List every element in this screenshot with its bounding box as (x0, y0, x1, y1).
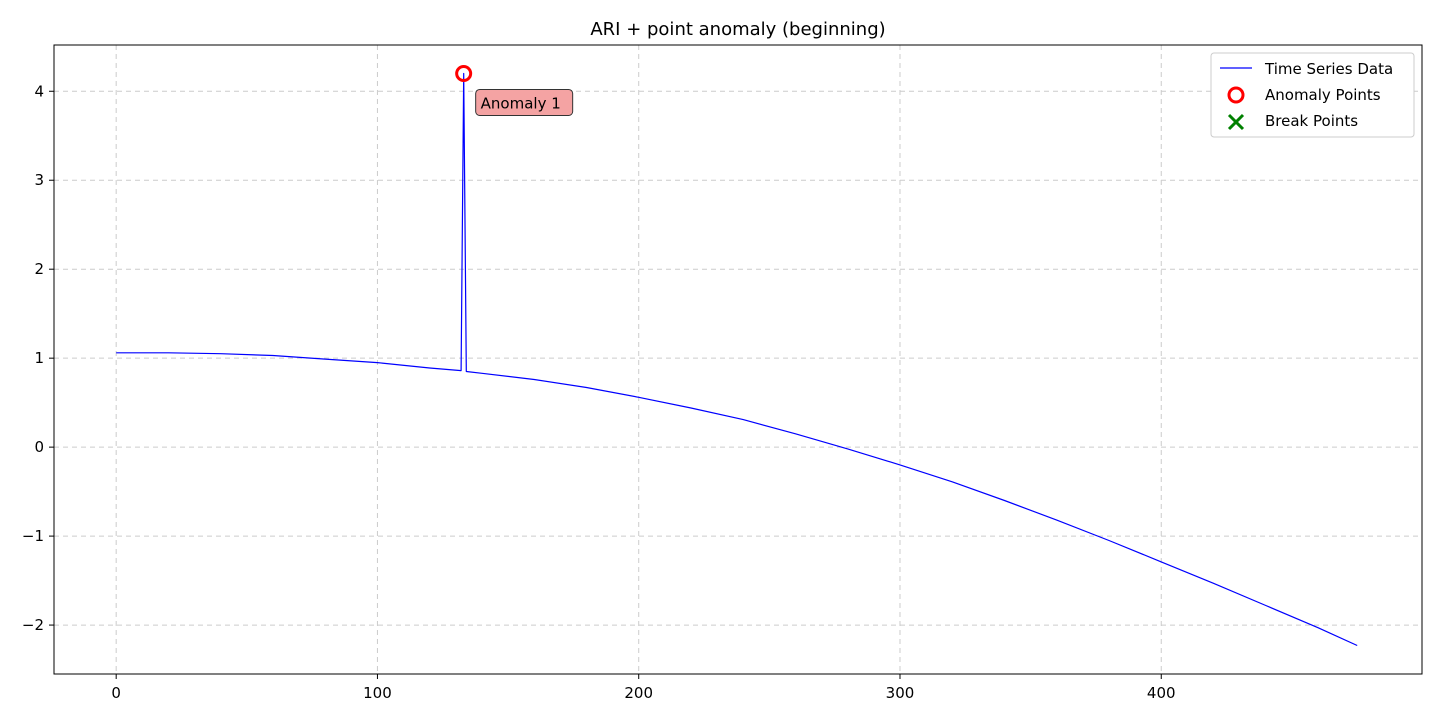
chart-title: ARI + point anomaly (beginning) (590, 19, 885, 40)
x-tick-label: 100 (363, 684, 392, 702)
anomaly-label-box (475, 88, 574, 116)
legend-label-series: Time Series Data (1264, 60, 1393, 78)
y-tick-label: −2 (22, 616, 44, 634)
x-tick-label: 200 (624, 684, 653, 702)
y-tick-label: 2 (34, 260, 44, 278)
plot-frame (53, 44, 1423, 675)
legend: Time Series Data Anomaly Points Break Po… (1210, 52, 1415, 138)
y-tick-label: 4 (34, 82, 44, 100)
ticks: 0 100 200 300 400 −2 −1 0 1 2 3 4 (22, 82, 1176, 702)
x-tick-label: 0 (111, 684, 121, 702)
break-marker-swatch (1227, 113, 1245, 131)
x-tick-label: 400 (1147, 684, 1176, 702)
anomaly-point (455, 64, 473, 82)
legend-label-break: Break Points (1265, 112, 1358, 130)
series-line (116, 72, 1358, 647)
x-tick-label: 300 (886, 684, 915, 702)
legend-label-anomaly: Anomaly Points (1265, 86, 1381, 104)
y-tick-label: 1 (34, 349, 44, 367)
y-tick-label: −1 (22, 527, 44, 545)
series-layer (116, 72, 1358, 647)
y-tick-label: 0 (34, 438, 44, 456)
legend-box (1210, 52, 1415, 138)
y-tick-label: 3 (34, 171, 44, 189)
anomaly-marker-swatch (1227, 86, 1245, 104)
grid (54, 45, 1422, 674)
anomaly-layer: Anomaly 1 (455, 64, 574, 116)
anomaly-label: Anomaly 1 (481, 94, 561, 112)
